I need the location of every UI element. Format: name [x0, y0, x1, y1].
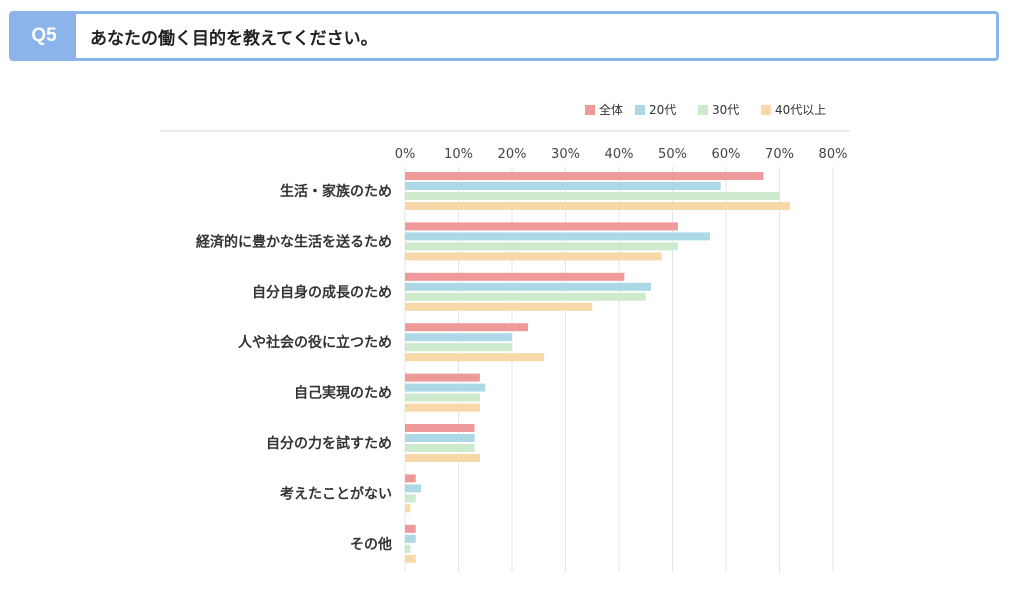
bar	[405, 373, 480, 382]
legend-swatch	[635, 105, 645, 115]
x-tick-label: 20%	[498, 147, 527, 162]
bar	[405, 383, 486, 392]
x-tick-label: 10%	[444, 147, 473, 162]
category-label: 経済的に豊かな生活を送るため	[196, 233, 392, 250]
x-tick-label: 50%	[658, 147, 687, 162]
bar	[405, 353, 545, 362]
category-label: 生活・家族のため	[280, 183, 392, 200]
bar	[405, 202, 791, 210]
bar	[405, 474, 416, 483]
bar	[405, 494, 416, 503]
bar	[405, 222, 678, 231]
bar	[405, 242, 678, 251]
bar	[405, 292, 646, 301]
bar	[405, 302, 593, 311]
bar	[405, 444, 475, 452]
bar	[405, 534, 416, 543]
x-tick-label: 30%	[551, 147, 580, 162]
legend-swatch	[585, 105, 595, 115]
bar	[405, 232, 710, 241]
bar	[405, 524, 416, 533]
x-tick-label: 0%	[395, 147, 416, 162]
question-title: あなたの働く目的を教えてください。	[90, 28, 378, 49]
bar	[405, 424, 475, 432]
bar	[405, 484, 422, 493]
bar	[405, 544, 411, 553]
bar	[405, 454, 480, 462]
bar	[405, 434, 475, 442]
legend-swatch	[761, 105, 771, 115]
legend-label: 20代	[649, 103, 676, 117]
question-header: Q5 あなたの働く目的を教えてください。	[9, 11, 999, 61]
legend-label: 全体	[599, 102, 623, 117]
bar	[405, 282, 652, 291]
category-label: 自己実現のため	[294, 385, 392, 402]
bar	[405, 333, 512, 342]
x-tick-label: 60%	[712, 147, 741, 162]
bar	[405, 272, 625, 281]
question-number-badge: Q5	[12, 14, 76, 58]
legend-label: 40代以上	[775, 103, 826, 117]
x-tick-label: 80%	[819, 147, 848, 162]
category-label: 自分の力を試すため	[266, 435, 392, 452]
legend-label: 30代	[712, 103, 739, 117]
legend-swatch	[698, 105, 708, 115]
x-tick-label: 70%	[765, 147, 794, 162]
bar	[405, 554, 416, 563]
bar	[405, 323, 529, 332]
category-label: 考えたことがない	[280, 485, 392, 502]
category-label: その他	[350, 536, 392, 553]
bar	[405, 192, 780, 200]
bar	[405, 343, 512, 352]
category-label: 人や社会の役に立つため	[238, 334, 392, 351]
bar	[405, 172, 764, 180]
x-tick-label: 40%	[605, 147, 634, 162]
category-label: 自分自身の成長のため	[252, 284, 392, 301]
bar	[405, 504, 411, 513]
bar	[405, 252, 662, 261]
bar	[405, 182, 721, 190]
bar	[405, 393, 480, 402]
bar	[405, 403, 480, 412]
